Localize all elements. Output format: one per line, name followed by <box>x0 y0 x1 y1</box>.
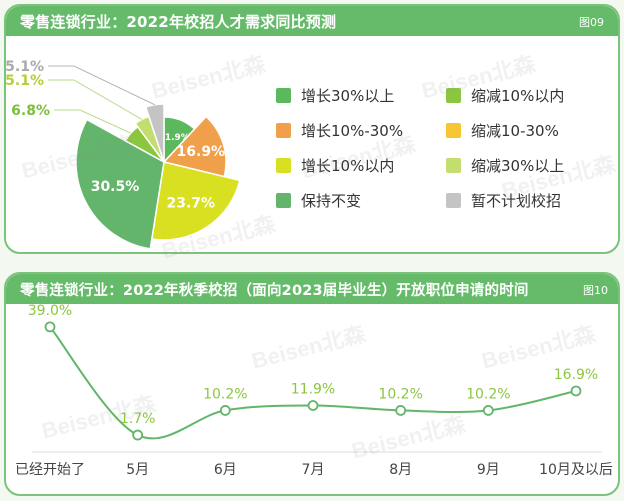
x-tick-label-1: 5月 <box>126 462 149 478</box>
line-chart-panel: 零售连锁行业：2022年秋季校招（面向2023届毕业生）开放职位申请的时间 图1… <box>4 272 620 496</box>
line-value-label-6: 16.9% <box>554 367 598 383</box>
line-chart-title: 零售连锁行业：2022年秋季校招（面向2023届毕业生）开放职位申请的时间 <box>20 283 529 299</box>
legend-label: 增长30%以上 <box>301 86 395 105</box>
x-tick-label-3: 7月 <box>302 462 325 478</box>
pie-leader-line-4 <box>54 109 132 134</box>
line-value-label-5: 10.2% <box>466 386 510 402</box>
line-value-label-3: 11.9% <box>291 381 335 397</box>
legend-item: 增长10%-30% <box>276 119 403 141</box>
legend-item: 缩减10%以内 <box>446 84 564 106</box>
line-point-6 <box>570 385 582 397</box>
legend-label: 缩减10-30% <box>471 121 559 140</box>
line-chart: 39.0% 已经开始了 1.7% 5月 10.2% 6月 11.9% 7月 10.2% 8月 10.… <box>15 303 613 478</box>
line-point-5 <box>482 405 494 416</box>
line-value-label-2: 10.2% <box>203 386 247 402</box>
legend-swatch <box>446 87 461 103</box>
pie-leader-line-6 <box>48 79 143 120</box>
legend-label: 缩减30%以上 <box>471 156 565 175</box>
pie-slice-1 <box>162 115 227 178</box>
legend-label: 增长10%以内 <box>301 156 395 175</box>
pie-leader-line-7 <box>48 65 155 106</box>
pie-chart-title: 零售连锁行业：2022年校招人才需求同比预测 <box>20 13 337 31</box>
line-value-label-1: 1.7% <box>120 411 156 427</box>
pie-value-label-2: 23.7% <box>167 195 216 211</box>
x-tick-label-0: 已经开始了 <box>15 462 85 478</box>
pie-value-label-1: 16.9% <box>177 144 226 160</box>
legend-swatch <box>446 122 461 138</box>
line-point-1 <box>132 429 144 441</box>
line-point-3 <box>307 400 319 411</box>
line-value-label-0: 39.0% <box>28 303 72 319</box>
x-tick-label-4: 8月 <box>389 462 412 478</box>
x-tick-label-2: 6月 <box>214 462 237 478</box>
legend-item: 暂不计划校招 <box>446 189 561 211</box>
legend-swatch <box>276 157 291 173</box>
line-point-4 <box>395 405 407 416</box>
legend-label: 缩减10%以内 <box>471 86 565 105</box>
pie-slice-7 <box>144 103 165 163</box>
legend-label: 增长10%-30% <box>301 121 404 140</box>
pie-legend: 增长30%以上 缩减10%以内增长10%-30% 缩减10-30% 增长10%以内 缩减… <box>276 84 616 214</box>
legend-item: 缩减10-30% <box>446 119 559 141</box>
line-value-label-4: 10.2% <box>378 386 422 402</box>
pie-value-label-7: 5.1% <box>5 59 44 75</box>
legend-swatch <box>276 87 291 103</box>
legend-item: 缩减30%以上 <box>446 154 564 176</box>
legend-swatch <box>446 157 461 173</box>
pie-chart-header: 零售连锁行业：2022年校招人才需求同比预测 图09 <box>6 6 618 36</box>
legend-swatch <box>276 192 291 208</box>
pie-value-label-6: 5.1% <box>5 73 44 89</box>
line-chart-figure-label: 图10 <box>583 284 608 297</box>
x-tick-label-6: 10月及以后 <box>539 462 613 478</box>
line-point-2 <box>219 405 231 416</box>
pie-value-label-4: 6.8% <box>11 103 50 119</box>
pie-value-label-3: 30.5% <box>91 179 140 195</box>
pie-chart-panel: 零售连锁行业：2022年校招人才需求同比预测 图09 11.9% 16.9% 23.… <box>4 4 620 254</box>
pie-chart-figure-label: 图09 <box>579 16 604 29</box>
legend-item: 增长30%以上 <box>276 84 394 106</box>
pie-value-label-0: 11.9% <box>159 133 190 143</box>
legend-label: 暂不计划校招 <box>471 191 562 210</box>
legend-swatch <box>446 192 461 208</box>
pie-chart: 11.9%16.9% 23.7% 30.5% 6.8% 5.1%5.1% <box>5 59 241 250</box>
line-chart-header: 零售连锁行业：2022年秋季校招（面向2023届毕业生）开放职位申请的时间 图1… <box>6 274 618 304</box>
legend-label: 保持不变 <box>301 191 362 210</box>
pie-slice-3 <box>75 118 165 250</box>
x-tick-label-5: 9月 <box>477 462 500 478</box>
line-point-0 <box>44 321 56 333</box>
legend-item: 增长10%以内 <box>276 154 394 176</box>
pie-slice-2 <box>150 161 241 241</box>
legend-item: 保持不变 <box>276 189 361 211</box>
legend-swatch <box>276 122 291 138</box>
